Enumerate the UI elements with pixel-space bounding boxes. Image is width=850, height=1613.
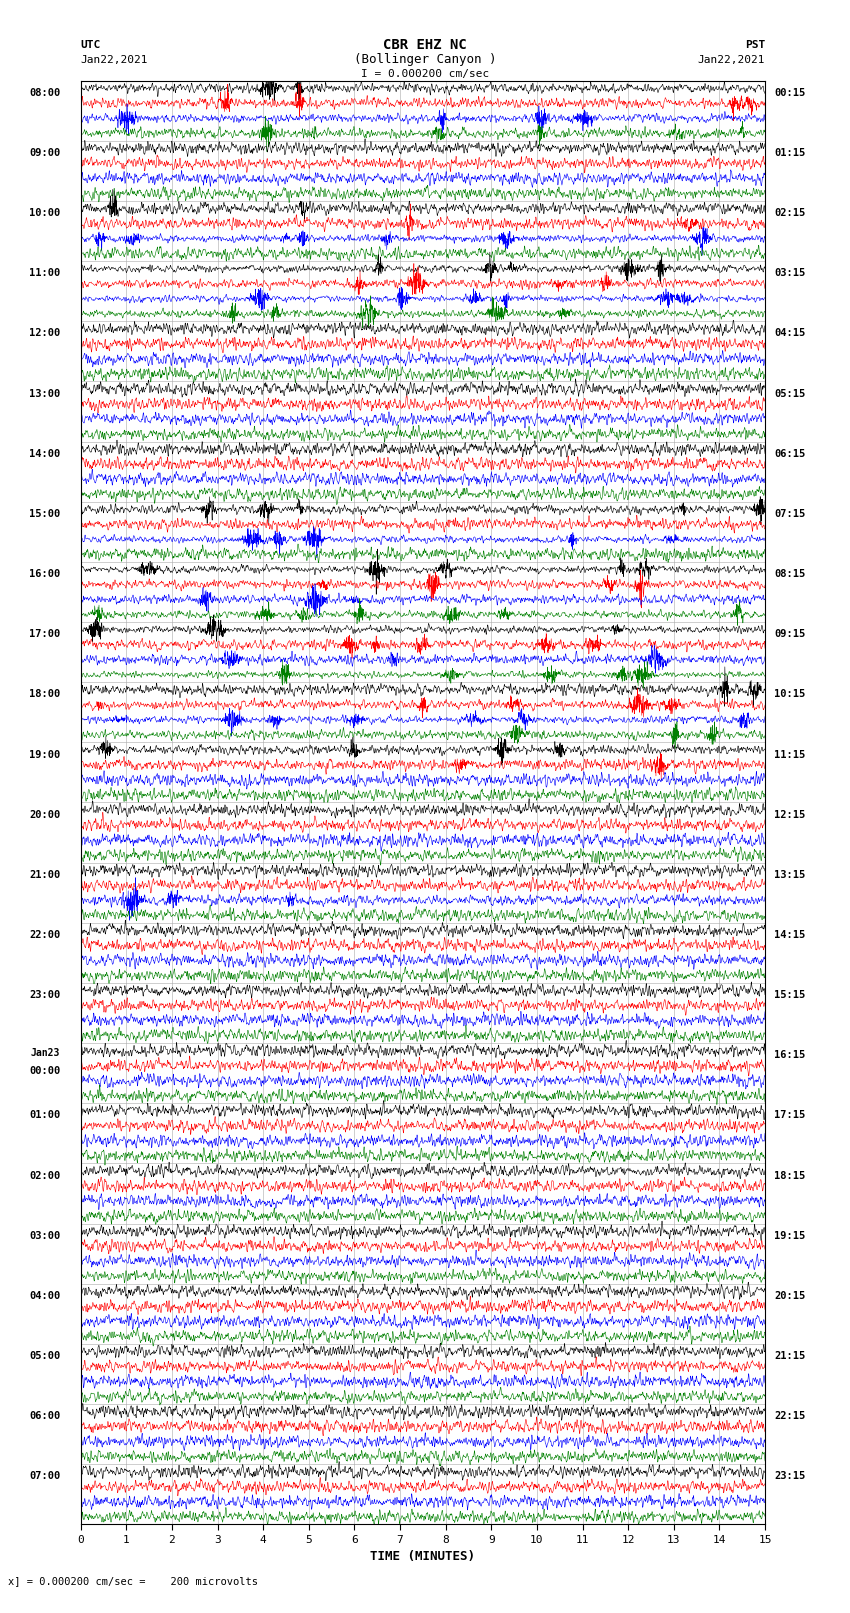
Text: 00:15: 00:15 [774,87,805,98]
Text: 04:15: 04:15 [774,329,805,339]
Text: 09:00: 09:00 [29,148,60,158]
Text: 15:00: 15:00 [29,510,60,519]
Text: 10:15: 10:15 [774,689,805,700]
Text: 02:15: 02:15 [774,208,805,218]
Text: 09:15: 09:15 [774,629,805,639]
Text: Jan22,2021: Jan22,2021 [81,55,148,65]
Text: 21:00: 21:00 [29,869,60,879]
Text: 17:15: 17:15 [774,1110,805,1121]
Text: 16:15: 16:15 [774,1050,805,1060]
Text: 18:00: 18:00 [29,689,60,700]
Text: 13:15: 13:15 [774,869,805,879]
Text: x] = 0.000200 cm/sec =    200 microvolts: x] = 0.000200 cm/sec = 200 microvolts [8,1576,258,1586]
Text: 17:00: 17:00 [29,629,60,639]
Text: 12:15: 12:15 [774,810,805,819]
Text: 05:00: 05:00 [29,1352,60,1361]
Text: 18:15: 18:15 [774,1171,805,1181]
Text: 07:15: 07:15 [774,510,805,519]
Text: 16:00: 16:00 [29,569,60,579]
Text: 20:15: 20:15 [774,1290,805,1302]
Text: 19:15: 19:15 [774,1231,805,1240]
Text: 08:15: 08:15 [774,569,805,579]
Text: (Bollinger Canyon ): (Bollinger Canyon ) [354,53,496,66]
Text: 00:00: 00:00 [29,1066,60,1076]
Text: 14:15: 14:15 [774,931,805,940]
Text: 22:00: 22:00 [29,931,60,940]
X-axis label: TIME (MINUTES): TIME (MINUTES) [371,1550,475,1563]
Text: 04:00: 04:00 [29,1290,60,1302]
Text: CBR EHZ NC: CBR EHZ NC [383,39,467,52]
Text: 19:00: 19:00 [29,750,60,760]
Text: 15:15: 15:15 [774,990,805,1000]
Text: 20:00: 20:00 [29,810,60,819]
Text: 22:15: 22:15 [774,1411,805,1421]
Text: I = 0.000200 cm/sec: I = 0.000200 cm/sec [361,69,489,79]
Text: 02:00: 02:00 [29,1171,60,1181]
Text: PST: PST [745,40,765,50]
Text: 11:00: 11:00 [29,268,60,279]
Text: Jan23: Jan23 [31,1048,60,1058]
Text: 06:00: 06:00 [29,1411,60,1421]
Text: 14:00: 14:00 [29,448,60,458]
Text: 21:15: 21:15 [774,1352,805,1361]
Text: 03:15: 03:15 [774,268,805,279]
Text: 03:00: 03:00 [29,1231,60,1240]
Text: UTC: UTC [81,40,101,50]
Text: 13:00: 13:00 [29,389,60,398]
Text: 01:15: 01:15 [774,148,805,158]
Text: 05:15: 05:15 [774,389,805,398]
Text: 23:00: 23:00 [29,990,60,1000]
Text: 01:00: 01:00 [29,1110,60,1121]
Text: 07:00: 07:00 [29,1471,60,1481]
Text: 12:00: 12:00 [29,329,60,339]
Text: 23:15: 23:15 [774,1471,805,1481]
Text: 06:15: 06:15 [774,448,805,458]
Text: Jan22,2021: Jan22,2021 [698,55,765,65]
Text: 11:15: 11:15 [774,750,805,760]
Text: 10:00: 10:00 [29,208,60,218]
Text: 08:00: 08:00 [29,87,60,98]
